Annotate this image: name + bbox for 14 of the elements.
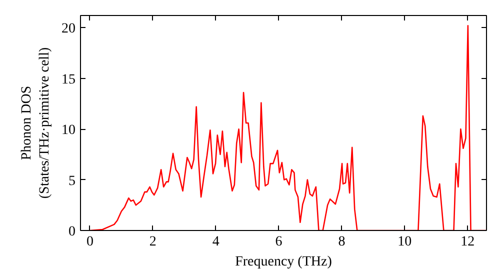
y-tick-label: 20 (62, 22, 76, 37)
x-tick-label: 12 (460, 234, 475, 250)
y-tick-label: 0 (68, 224, 76, 240)
x-tick-label: 4 (212, 234, 220, 250)
y-tick-label: 5 (68, 174, 76, 189)
x-tick-label: 10 (398, 234, 412, 250)
x-tick-label: 2 (149, 234, 156, 250)
x-tick-label: 6 (275, 234, 282, 250)
x-tick-label: 8 (338, 234, 346, 250)
y-axis-title: Phonon DOS (States/THz·primitive cell) (20, 47, 52, 199)
y-tick-label: 10 (62, 123, 76, 138)
x-axis-title: Frequency (THz) (235, 254, 332, 270)
y-tick-label: 15 (62, 72, 76, 88)
x-tick-label: 0 (86, 234, 94, 250)
